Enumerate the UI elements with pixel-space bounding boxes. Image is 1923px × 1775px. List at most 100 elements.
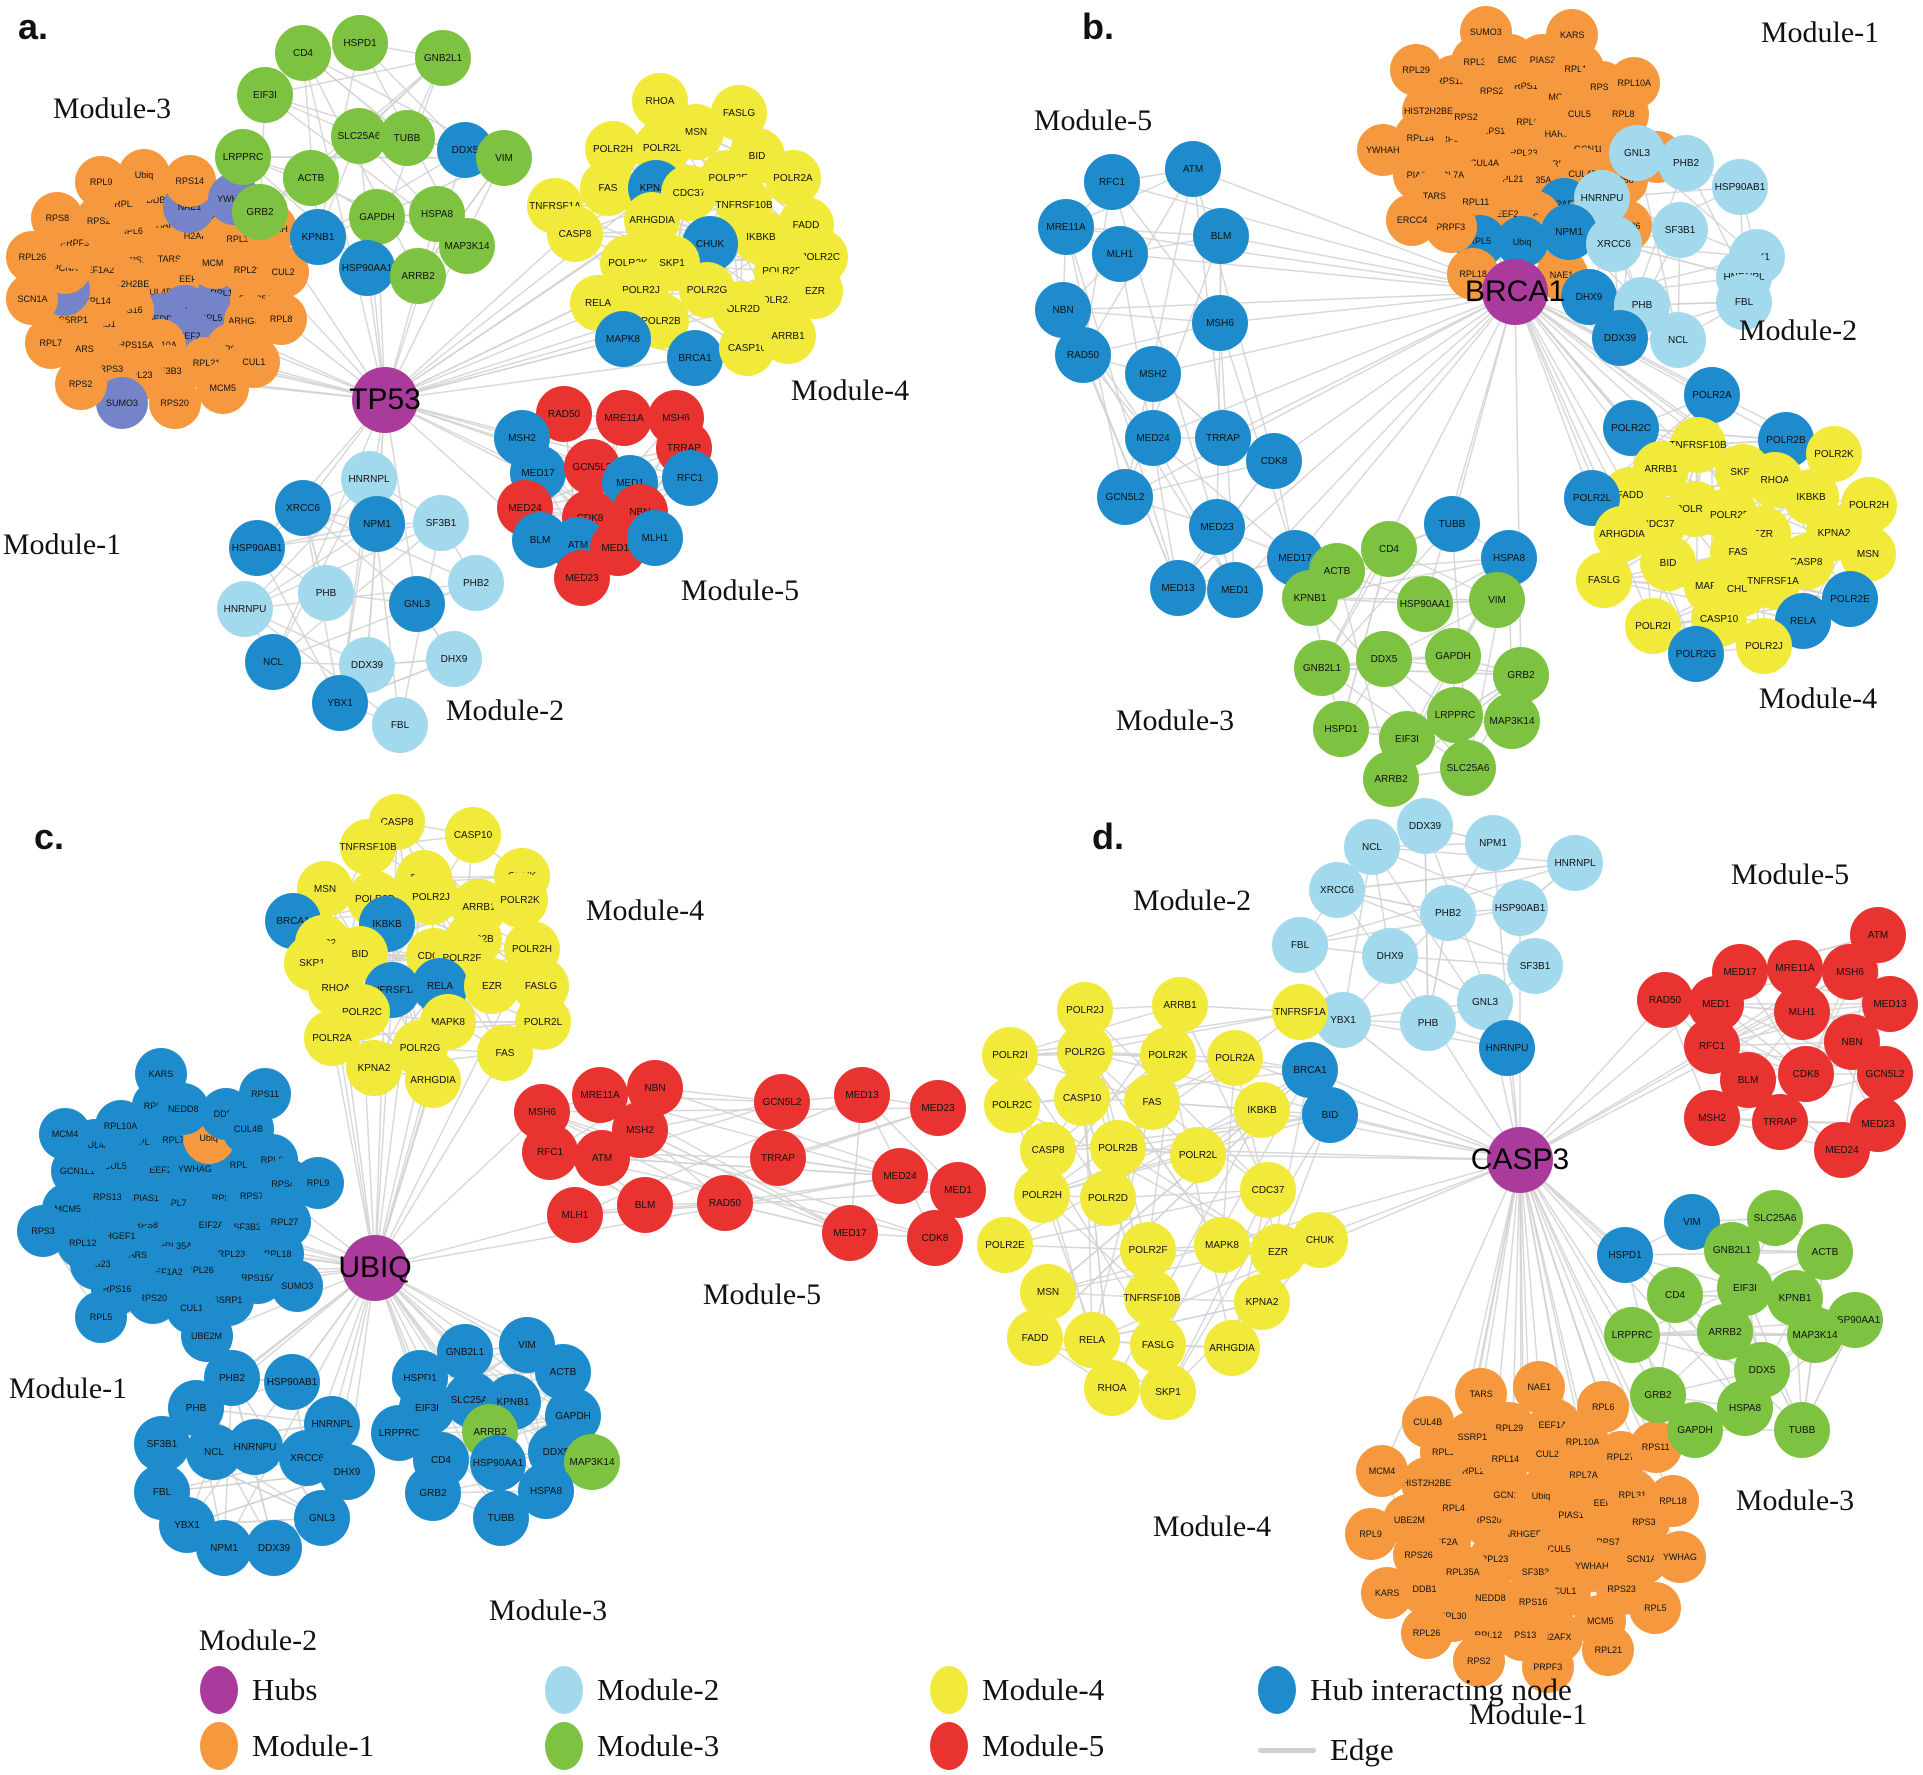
node-TNFRSF1A: TNFRSF1A [1272,984,1328,1040]
panel-letter: b. [1082,6,1114,47]
node-CD4: CD4 [1361,521,1417,577]
node-ARRB2: ARRB2 [1363,751,1419,807]
node-TRRAP: TRRAP [1752,1094,1808,1150]
node-DDX5: DDX5 [1356,631,1412,687]
node-MCM5: MCM5 [196,362,249,415]
node-CASP10: CASP10 [445,807,501,863]
node-HSP90AB1: HSP90AB1 [229,520,285,576]
node-MED24: MED24 [1814,1122,1870,1178]
panel-letter: a. [18,6,49,47]
node-ARRB2: ARRB2 [390,248,446,304]
node-RPL5: RPL5 [1629,1581,1682,1634]
node-RFC1: RFC1 [1084,154,1140,210]
node-POLR2G: POLR2G [679,262,735,318]
node-RPL10A: RPL10A [1608,56,1661,109]
node-GCN5L2: GCN5L2 [1857,1046,1913,1102]
node-CASP10: CASP10 [1054,1070,1110,1126]
legend-item-hub-interacting-node: Hub interacting node [1258,1666,1572,1714]
node-LRPPRC: LRPPRC [1604,1307,1660,1363]
module-label-module-3: Module-3 [1115,704,1235,737]
node-NAE1: NAE1 [1513,1360,1566,1413]
node-KARS: KARS [134,1047,187,1100]
hub-node-TP53 [352,367,418,433]
node-FADD: FADD [1007,1310,1063,1366]
node-RPS3: RPS3 [16,1204,69,1257]
node-RPL21: RPL21 [1582,1623,1635,1676]
node-SUMO3: SUMO3 [1459,6,1512,59]
node-Ubiq: Ubiq [117,149,170,202]
node-ARHGDIA: ARHGDIA [405,1052,461,1108]
node-RPL5: RPL5 [75,1290,128,1343]
node-RAD50: RAD50 [697,1175,753,1231]
node-ATM: ATM [574,1130,630,1186]
legend-label: Module-4 [982,1672,1105,1707]
node-MLH1: MLH1 [547,1187,603,1243]
node-GNB2L1: GNB2L1 [1294,640,1350,696]
legend-label: Edge [1330,1732,1394,1767]
node-DHX9: DHX9 [1362,928,1418,984]
node-NPM1: NPM1 [1465,815,1521,871]
node-LRPPRC: LRPPRC [1427,687,1483,743]
node-MED24: MED24 [872,1148,928,1204]
node-KARS: KARS [1361,1566,1414,1619]
module-label-module-3: Module-3 [52,92,172,125]
node-CHUK: CHUK [1292,1212,1348,1268]
module-label-module-1: Module-1 [1468,1698,1588,1731]
node-MED13: MED13 [1150,560,1206,616]
node-RPL6: RPL6 [1577,1381,1630,1434]
node-MRE11A: MRE11A [1038,199,1094,255]
hub-interacting-swatch [1258,1666,1296,1714]
node-GRB2: GRB2 [232,184,288,240]
node-SSRP1: SSRP1 [1446,1410,1499,1463]
module-label-module-5: Module-5 [680,574,800,607]
node-MED23: MED23 [554,550,610,606]
node-TARS: TARS [1455,1367,1508,1420]
node-MED1: MED1 [1207,562,1263,618]
hub-node-CASP3 [1487,1127,1553,1193]
node-FBL: FBL [372,697,428,753]
module-label-module-3: Module-3 [1735,1484,1855,1517]
node-POLR2E: POLR2E [977,1217,1033,1273]
module-label-module-2: Module-2 [445,694,565,727]
node-MED23: MED23 [910,1080,966,1136]
legend-item-module-5: Module-5 [930,1722,1104,1770]
legend-label: Hub interacting node [1310,1672,1572,1707]
node-NPM1: NPM1 [349,496,405,552]
node-NPM1: NPM1 [196,1520,252,1576]
node-XRCC6: XRCC6 [275,480,331,536]
node-MAPK8: MAPK8 [1194,1217,1250,1273]
node-POLR2I: POLR2I [982,1027,1038,1083]
node-ARHGDIA: ARHGDIA [1204,1320,1260,1376]
node-HSPD1: HSPD1 [332,15,388,71]
legend-item-module-4: Module-4 [930,1666,1104,1714]
node-DHX9: DHX9 [426,631,482,687]
node-GNB2L1: GNB2L1 [415,30,471,86]
node-HNRNPU: HNRNPU [1479,1020,1535,1076]
node-TRRAP: TRRAP [1195,410,1251,466]
node-BRCA1: BRCA1 [667,330,723,386]
node-HSP90AA1: HSP90AA1 [339,240,395,296]
node-ATM: ATM [1165,141,1221,197]
node-GNL3: GNL3 [1609,125,1665,181]
module-label-module-2: Module-2 [1738,314,1858,347]
node-GAPDH: GAPDH [349,189,405,245]
module-label-module-4: Module-4 [1758,682,1878,715]
module-label-module-4: Module-4 [790,374,910,407]
module-label-module-3: Module-3 [488,1594,608,1627]
node-SUMO3: SUMO3 [271,1259,324,1312]
panel-letter: c. [34,816,65,857]
node-HSP90AB1: HSP90AB1 [264,1354,320,1410]
node-KARS: KARS [1546,8,1599,61]
node-HNRNPL: HNRNPL [1547,835,1603,891]
module-label-module-1: Module-1 [8,1372,128,1405]
node-DDX39: DDX39 [1592,310,1648,366]
node-RPS11: RPS11 [239,1068,292,1121]
node-FBL: FBL [1272,917,1328,973]
node-NCL: NCL [245,634,301,690]
legend-label: Module-3 [597,1728,720,1763]
legend-label: Hubs [252,1672,318,1707]
module-label-module-4: Module-4 [1152,1510,1272,1543]
hub-label-UBIQ: UBIQ [338,1251,412,1284]
node-HSP90AB1: HSP90AB1 [1712,159,1768,215]
module-label-module-2: Module-2 [198,1624,318,1657]
